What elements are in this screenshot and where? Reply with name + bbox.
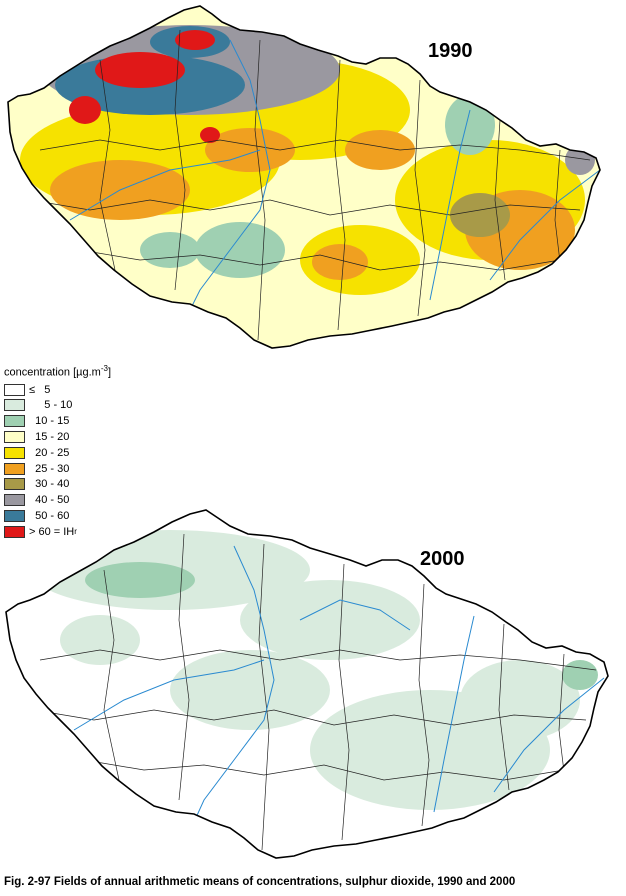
legend-label: 15 - 20 — [29, 430, 70, 443]
legend-label: ≤ 5 — [29, 383, 51, 396]
legend-swatch — [4, 383, 25, 396]
legend-swatch — [4, 509, 25, 522]
legend-title: concentration [µg.m-3] — [4, 364, 112, 379]
legend-swatch — [4, 478, 25, 491]
legend-label: 5 - 10 — [29, 399, 73, 412]
legend-classes: ≤ 5 5 - 10 10 - 15 15 - 20 20 - 25 25 - … — [4, 382, 111, 540]
legend-label: > 60 = IH — [29, 525, 75, 538]
legend-label: 20 - 25 — [29, 446, 70, 459]
legend-swatch — [4, 446, 25, 459]
legend-row: 5 - 10 — [4, 397, 111, 413]
legend-row: 50 - 60 — [4, 508, 111, 524]
legend-label: 10 - 15 — [29, 415, 70, 428]
legend-row: 10 - 15 — [4, 413, 111, 429]
legend-swatch — [4, 494, 25, 507]
year-label-2000: 2000 — [420, 548, 465, 570]
legend-swatch — [4, 415, 25, 428]
legend-label-subscript: r — [74, 527, 77, 537]
map-2000 — [5, 509, 609, 859]
legend-label: 30 - 40 — [29, 478, 70, 491]
legend-row: 40 - 50 — [4, 492, 111, 508]
year-label-1990: 1990 — [428, 40, 473, 62]
map-1990 — [7, 5, 601, 349]
legend-swatch — [4, 430, 25, 443]
legend-row: 25 - 30 — [4, 461, 111, 477]
figure-caption: Fig. 2-97 Fields of annual arithmetic me… — [4, 876, 516, 888]
legend-label: 25 - 30 — [29, 462, 70, 475]
legend-label: 50 - 60 — [29, 509, 70, 522]
legend-row: 15 - 20 — [4, 429, 111, 445]
legend-swatch — [4, 462, 25, 475]
legend-row: 20 - 25 — [4, 445, 111, 461]
legend-row: ≤ 5 — [4, 382, 111, 398]
legend-row: > 60 = IH r — [4, 524, 111, 540]
legend-row: 30 - 40 — [4, 476, 111, 492]
legend-swatch — [4, 399, 25, 412]
legend-label: 40 - 50 — [29, 494, 70, 507]
legend: concentration [µg.m-3] ≤ 5 5 - 10 10 - 1… — [4, 364, 111, 540]
legend-swatch — [4, 525, 25, 538]
